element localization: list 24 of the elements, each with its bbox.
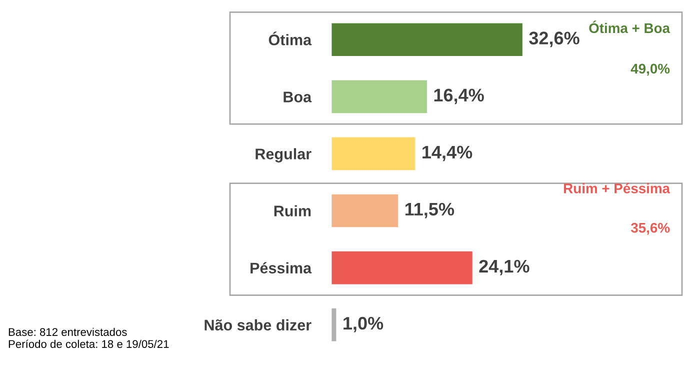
text: Base: 812 entrevistados <box>8 328 127 336</box>
data-label: 24,1% <box>479 260 530 276</box>
text: Ruim + Péssima <box>564 183 670 194</box>
bar <box>331 307 338 343</box>
y-tick-label: Não sabe dizer <box>204 319 312 331</box>
bar <box>331 78 428 114</box>
y-tick-label: Boa <box>284 92 312 102</box>
y-tick-label: Ótima <box>268 32 312 46</box>
y-tick-label: Péssima <box>250 262 312 274</box>
data-label: 14,4% <box>422 146 472 162</box>
text: Ótima + Boa <box>589 20 670 34</box>
bar <box>331 192 400 229</box>
y-tick-label: Regular <box>256 148 312 162</box>
bar <box>331 136 417 172</box>
text: Período de coleta: 18 e 19/05/21 <box>8 340 169 348</box>
data-label: 1,0% <box>344 316 384 332</box>
text: 49,0% <box>630 64 670 76</box>
data-label: 11,5% <box>405 202 454 218</box>
bar <box>331 22 524 58</box>
bar <box>331 250 474 286</box>
y-tick-label: Ruim <box>274 205 311 216</box>
text: 35,6% <box>630 222 670 235</box>
data-label: 16,4% <box>434 88 484 104</box>
data-label: 32,6% <box>529 32 580 48</box>
